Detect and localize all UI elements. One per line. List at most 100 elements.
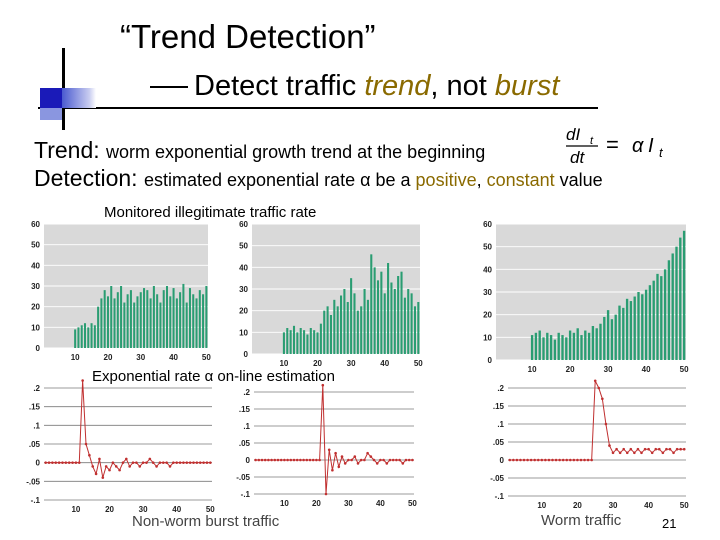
y-tick-label: 40	[31, 261, 40, 270]
bar	[660, 276, 663, 360]
bar	[565, 337, 568, 360]
bar	[572, 332, 576, 360]
bar	[120, 286, 123, 348]
caption-monitored: Monitored illegitimate traffic rate	[104, 204, 317, 221]
data-point	[519, 458, 522, 462]
x-tick-label: 40	[172, 505, 181, 514]
bar	[625, 298, 629, 360]
data-point	[554, 458, 558, 462]
bar	[169, 296, 172, 348]
data-point	[682, 447, 686, 451]
chart-line-left: -.1 -.05 0 .05 .1 .15 .2 10 20 30 40 50	[26, 379, 215, 514]
formula-equals: =	[606, 132, 619, 157]
data-point	[114, 465, 118, 468]
bar	[530, 335, 534, 360]
bar	[397, 276, 400, 354]
data-point	[165, 461, 168, 464]
data-point	[586, 458, 590, 462]
caption-exp-rate: Exponential rate α on-line estimation	[92, 368, 335, 385]
bar	[580, 335, 583, 360]
data-point	[340, 455, 344, 458]
y-tick-label: .15	[493, 402, 505, 411]
data-point	[544, 458, 547, 462]
bar	[417, 302, 420, 354]
data-point	[529, 458, 533, 462]
slide-title: “Trend Detection”	[120, 18, 376, 55]
bar	[182, 283, 185, 348]
bar	[679, 237, 682, 360]
data-point	[74, 461, 78, 464]
y-tick-label: .1	[33, 421, 40, 430]
data-point	[308, 458, 312, 462]
data-point	[88, 453, 91, 457]
bar	[652, 280, 655, 360]
data-point	[672, 451, 675, 455]
data-point	[533, 458, 536, 462]
formula-I: I	[648, 135, 654, 157]
subtitle-trend: trend	[364, 70, 431, 102]
y-tick-label: 50	[239, 242, 248, 251]
detection-text-a: estimated exponential rate	[143, 170, 361, 190]
data-point	[593, 379, 597, 383]
bar	[671, 253, 674, 360]
bar	[553, 339, 557, 360]
y-tick-label: .2	[497, 384, 504, 393]
y-tick-label: 60	[239, 220, 248, 229]
bar	[333, 299, 336, 354]
data-point	[145, 461, 148, 464]
bar	[299, 328, 302, 354]
data-point	[64, 461, 68, 464]
bar	[149, 298, 152, 348]
data-point	[604, 422, 608, 426]
data-point	[350, 458, 353, 462]
bar	[319, 323, 322, 354]
bar	[146, 290, 149, 348]
x-tick-label: 20	[105, 505, 114, 514]
bar	[116, 292, 119, 348]
x-tick-label: 20	[566, 365, 575, 374]
chart-bar-middle: 0 10 20 30 40 50 60 10 20 30 40 50	[239, 220, 423, 368]
data-point	[198, 461, 202, 464]
data-point	[108, 468, 111, 472]
data-point	[276, 458, 280, 462]
data-point	[182, 461, 185, 464]
data-point	[633, 451, 636, 455]
y-tick-label: -.05	[236, 473, 250, 482]
bar	[343, 289, 346, 354]
data-point	[363, 458, 366, 462]
data-point	[67, 461, 71, 464]
y-tick-label: 30	[483, 288, 492, 297]
bar	[296, 332, 299, 354]
x-tick-label: 10	[280, 499, 289, 508]
bar	[165, 286, 169, 348]
data-point	[254, 458, 257, 462]
data-point	[379, 458, 382, 462]
x-tick-label: 50	[680, 501, 689, 510]
bar	[113, 298, 116, 348]
bar	[595, 328, 598, 360]
bar	[648, 285, 652, 360]
bar	[587, 332, 591, 360]
bar	[383, 293, 386, 354]
bar	[202, 294, 205, 348]
data-point	[356, 462, 360, 465]
data-point	[636, 447, 640, 451]
data-point	[279, 458, 283, 462]
bar	[77, 327, 80, 348]
bar	[289, 330, 292, 354]
data-point	[526, 458, 529, 462]
data-point	[561, 458, 565, 462]
y-tick-label: .05	[239, 439, 251, 448]
bar	[373, 267, 376, 354]
y-tick-label: .1	[243, 422, 250, 431]
data-point	[273, 458, 277, 462]
data-point	[209, 461, 212, 464]
data-point	[104, 465, 108, 468]
data-point	[292, 458, 296, 462]
y-tick-label: 0	[488, 356, 493, 365]
detection-comma: ,	[476, 170, 487, 190]
y-tick-label: -.05	[490, 474, 504, 483]
chart-line-right: -.1 -.05 0 .05 .1 .15 .2 10 20 30 40 50	[490, 379, 689, 510]
bar	[192, 294, 195, 348]
data-point	[576, 458, 579, 462]
